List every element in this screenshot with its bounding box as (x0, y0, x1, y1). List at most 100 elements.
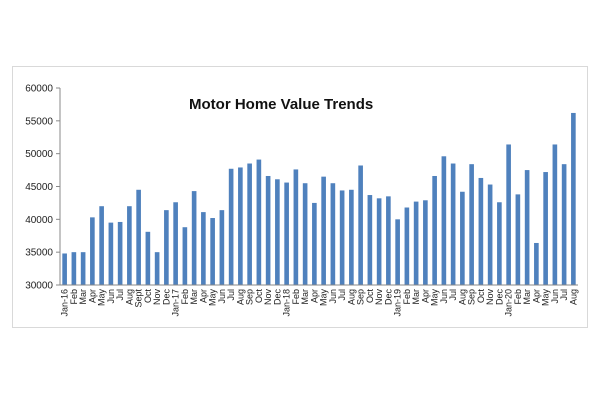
x-category-label: Aug (346, 289, 356, 305)
bars-group (62, 112, 576, 285)
bar (413, 201, 419, 285)
bar (478, 177, 484, 285)
bar (460, 191, 465, 285)
bar (182, 227, 188, 285)
x-category-label: Nov (152, 289, 162, 306)
bar (136, 189, 141, 285)
x-category-label: May (541, 289, 551, 307)
bar (524, 170, 530, 285)
bar (80, 252, 86, 285)
x-category-label: Jan-20 (504, 289, 514, 317)
x-category-label: Feb (513, 289, 523, 305)
bar (358, 165, 363, 285)
chart-title: Motor Home Value Trends (189, 96, 373, 113)
x-category-label: Apr (198, 289, 208, 303)
bar (164, 210, 169, 285)
bar (173, 202, 178, 285)
x-category-label: Jan-17 (171, 289, 181, 317)
y-axis-ticks: 30000 35000 40000 45000 50000 55000 60000 (25, 84, 60, 292)
bar (201, 212, 206, 285)
x-category-label: May (208, 289, 218, 307)
bar (561, 164, 567, 285)
bar (349, 189, 354, 285)
y-tick-label: 60000 (25, 84, 53, 95)
x-category-label: Sep (467, 289, 477, 305)
bar (506, 144, 511, 285)
bar (339, 190, 345, 285)
bar (238, 167, 243, 285)
bar (62, 253, 67, 285)
bar (154, 252, 160, 285)
x-category-label: May (430, 289, 440, 307)
x-category-label: Apr (531, 289, 541, 303)
bar (571, 112, 576, 285)
x-category-label: Jan-19 (393, 289, 403, 317)
bar (469, 164, 474, 285)
bar (145, 231, 151, 285)
bar (302, 183, 308, 285)
y-tick-label: 55000 (25, 116, 53, 127)
bar (71, 252, 77, 285)
x-category-label: Aug (235, 289, 245, 305)
x-category-label: Apr (309, 289, 319, 303)
bar-chart: 30000 35000 40000 45000 50000 55000 60000 Jan-… (12, 66, 588, 328)
bar (543, 172, 548, 285)
bar (450, 163, 456, 285)
bar (117, 221, 123, 285)
y-tick-label: 30000 (25, 281, 53, 292)
x-category-label: Aug (568, 289, 578, 305)
x-category-label: Feb (402, 289, 412, 305)
bar (432, 175, 437, 285)
x-category-label: Apr (87, 289, 97, 303)
x-category-label: Sept (134, 289, 144, 308)
x-category-label: Mar (411, 289, 421, 305)
bar (293, 169, 299, 285)
bar (312, 202, 317, 285)
bar (367, 195, 373, 285)
bar (108, 222, 114, 285)
x-category-label: Sep (245, 289, 255, 305)
y-tick-label: 40000 (25, 215, 53, 226)
y-tick-label: 50000 (25, 149, 53, 160)
bar (127, 206, 132, 285)
y-tick-label: 35000 (25, 248, 53, 259)
x-category-label: May (97, 289, 107, 307)
bar (423, 200, 428, 285)
x-category-label: Nov (374, 289, 384, 306)
bar (219, 210, 225, 285)
bar (275, 179, 280, 285)
x-category-label: Apr (420, 289, 430, 303)
bar (99, 206, 104, 285)
bar (256, 159, 262, 285)
bar (404, 207, 410, 285)
x-category-label: Mar (300, 289, 310, 305)
x-category-label: Jul (559, 289, 569, 301)
x-category-label: Jun (439, 289, 449, 304)
bar (487, 184, 493, 285)
x-category-label: Aug (457, 289, 467, 305)
x-category-label: Dec (383, 289, 393, 306)
x-category-label: Jul (337, 289, 347, 301)
y-tick-label: 45000 (25, 182, 53, 193)
x-category-label: Jun (106, 289, 116, 304)
chart-container: 30000 35000 40000 45000 50000 55000 60000 Jan-… (12, 66, 588, 328)
x-category-label: Jul (226, 289, 236, 301)
bar (441, 156, 447, 285)
x-category-label: Jan-16 (60, 289, 70, 317)
bar (330, 183, 336, 285)
bar (395, 219, 400, 285)
x-category-label: Sep (356, 289, 366, 305)
bar (191, 191, 197, 285)
x-category-label: Dec (494, 289, 504, 306)
x-category-label: Oct (254, 289, 264, 304)
x-category-label: Jun (550, 289, 560, 304)
x-category-label: Nov (485, 289, 495, 306)
x-category-label: Feb (291, 289, 301, 305)
bar (376, 198, 382, 285)
x-category-label: Jan-18 (282, 289, 292, 317)
x-axis-labels: Jan-16 Feb Mar Apr May Jun Jul Aug Sept Oct Nov Dec… (60, 289, 579, 317)
bar (515, 194, 521, 285)
bar (497, 202, 502, 285)
x-category-label: Feb (69, 289, 79, 305)
x-category-label: Aug (124, 289, 134, 305)
